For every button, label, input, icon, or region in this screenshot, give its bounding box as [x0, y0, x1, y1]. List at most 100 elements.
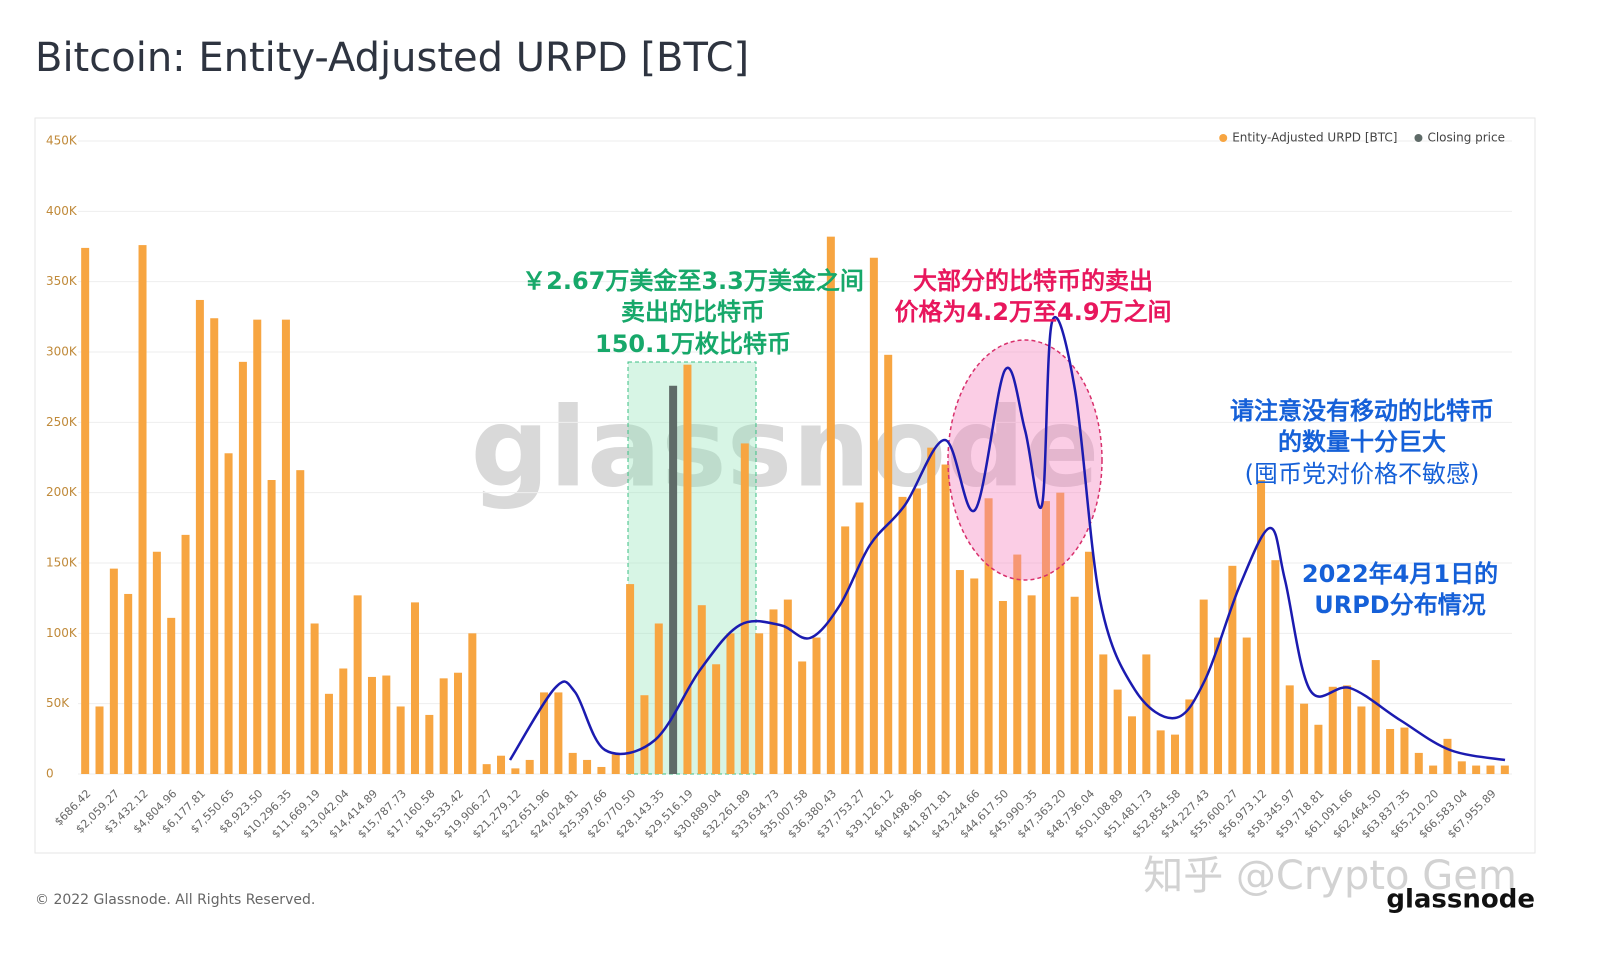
bar — [984, 498, 993, 774]
bar — [540, 692, 549, 774]
bar — [1142, 654, 1151, 774]
bar — [1429, 765, 1438, 774]
bar — [1070, 596, 1079, 774]
bar — [568, 752, 577, 774]
bar — [353, 595, 362, 774]
bar — [927, 447, 936, 774]
bar — [396, 706, 405, 774]
bar — [554, 692, 563, 774]
y-tick-label: 300K — [46, 345, 78, 359]
bar — [1257, 480, 1266, 774]
bar — [1127, 716, 1136, 774]
bar — [1285, 685, 1294, 774]
bar — [281, 319, 290, 774]
bar — [1214, 637, 1223, 774]
annotation: 卖出的比特币 — [621, 298, 765, 326]
bar — [1228, 565, 1237, 774]
bar — [138, 245, 147, 775]
annotation: 大部分的比特币的卖出 — [913, 267, 1153, 295]
legend-label: Closing price — [1427, 131, 1505, 145]
chart-frame — [34, 117, 1536, 854]
bar — [324, 693, 333, 774]
annotation: 150.1万枚比特币 — [595, 330, 791, 358]
bar — [1041, 501, 1050, 774]
bar — [941, 464, 950, 774]
bar — [81, 247, 90, 774]
y-tick-label: 100K — [46, 626, 78, 640]
annotation-blue: 请注意没有移动的比特币 的数量十分巨大 (囤币党对价格不敏感) 2022年4月1… — [1230, 397, 1498, 619]
bar — [912, 488, 921, 774]
bar — [626, 584, 635, 774]
bar — [841, 526, 850, 774]
credit-watermark: 知乎 @Crypto Gem — [1143, 853, 1517, 899]
bar — [970, 578, 979, 774]
bar — [253, 319, 262, 774]
bar — [798, 661, 807, 774]
bar — [210, 318, 219, 774]
chart-title: Bitcoin: Entity-Adjusted URPD [BTC] — [35, 35, 749, 81]
bar — [769, 609, 778, 774]
legend-swatch — [1414, 134, 1423, 142]
bar — [1500, 765, 1509, 774]
bar — [1486, 765, 1495, 774]
annotation: 2022年4月1日的 — [1302, 560, 1498, 588]
bar — [439, 678, 448, 774]
bar — [1386, 728, 1395, 774]
bar — [238, 361, 247, 774]
bar — [740, 443, 749, 774]
bar — [1300, 703, 1309, 774]
legend-label: Entity-Adjusted URPD [BTC] — [1232, 131, 1397, 145]
annotation: 价格为4.2万至4.9万之间 — [894, 298, 1171, 326]
bar — [1472, 765, 1481, 774]
logo: glassnode — [1386, 885, 1535, 915]
legend: Closing price Entity-Adjusted URPD [BTC] — [1219, 131, 1505, 145]
footer: © 2022 Glassnode. All Rights Reserved. — [35, 892, 315, 908]
highlight-box — [627, 361, 757, 775]
bar — [1414, 752, 1423, 774]
bar — [1314, 724, 1323, 774]
legend-swatch — [1219, 134, 1228, 142]
bar — [1371, 660, 1380, 774]
bar — [1199, 599, 1208, 774]
bar — [1013, 554, 1022, 774]
bar — [597, 766, 606, 774]
annotation: URPD分布情况 — [1314, 591, 1485, 619]
bar — [884, 354, 893, 774]
bar — [468, 633, 477, 774]
bar — [124, 593, 133, 774]
bar — [855, 502, 864, 774]
bar — [109, 568, 118, 774]
bar — [1242, 637, 1251, 774]
bar — [454, 672, 463, 774]
annotation: ￥2.67万美金至3.3万美金之间 — [522, 267, 864, 295]
bar — [181, 534, 190, 774]
bar — [497, 755, 506, 774]
y-tick-label: 200K — [46, 485, 78, 499]
annotation: 请注意没有移动的比特币 — [1230, 397, 1494, 425]
bar — [482, 764, 491, 774]
y-tick-label: 0 — [46, 767, 54, 781]
bar — [1357, 706, 1366, 774]
bar — [611, 754, 620, 774]
bars — [81, 236, 1509, 775]
bar — [669, 385, 678, 774]
annotation-green: ￥2.67万美金至3.3万美金之间 卖出的比特币 150.1万枚比特币 — [522, 267, 864, 358]
bar — [654, 623, 663, 774]
bar — [812, 637, 821, 774]
bar — [1156, 730, 1165, 774]
bar — [755, 633, 764, 774]
bar — [339, 668, 348, 774]
bar — [195, 299, 204, 774]
bar — [869, 257, 878, 775]
bar — [425, 714, 434, 774]
bar — [783, 599, 792, 774]
bar — [525, 759, 534, 774]
bar — [296, 470, 305, 774]
annotation: (囤币党对价格不敏感) — [1245, 460, 1480, 488]
y-tick-label: 150K — [46, 556, 78, 570]
bar — [1271, 560, 1280, 774]
bar — [726, 633, 735, 774]
bar — [712, 664, 721, 774]
